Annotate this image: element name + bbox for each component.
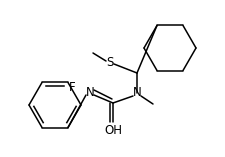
Text: OH: OH [104, 124, 122, 136]
Text: F: F [69, 81, 75, 94]
Text: N: N [86, 87, 94, 100]
Text: N: N [133, 87, 141, 100]
Text: S: S [106, 57, 114, 70]
